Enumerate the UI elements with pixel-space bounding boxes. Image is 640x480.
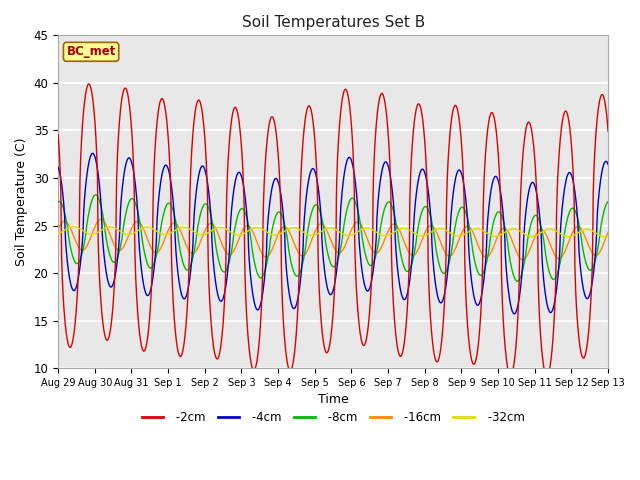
Y-axis label: Soil Temperature (C): Soil Temperature (C) [15, 137, 28, 266]
X-axis label: Time: Time [318, 394, 349, 407]
Legend:  -2cm,  -4cm,  -8cm,  -16cm,  -32cm: -2cm, -4cm, -8cm, -16cm, -32cm [137, 407, 529, 429]
Title: Soil Temperatures Set B: Soil Temperatures Set B [241, 15, 425, 30]
Text: BC_met: BC_met [67, 45, 116, 58]
